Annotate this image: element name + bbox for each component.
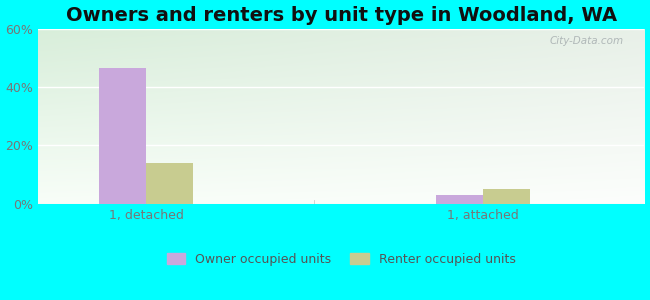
Legend: Owner occupied units, Renter occupied units: Owner occupied units, Renter occupied un… <box>162 248 521 271</box>
Title: Owners and renters by unit type in Woodland, WA: Owners and renters by unit type in Woodl… <box>66 6 617 25</box>
Bar <box>436 195 483 204</box>
Bar <box>146 163 193 204</box>
Bar <box>99 68 146 204</box>
Bar <box>483 189 530 204</box>
Text: City-Data.com: City-Data.com <box>549 36 623 46</box>
